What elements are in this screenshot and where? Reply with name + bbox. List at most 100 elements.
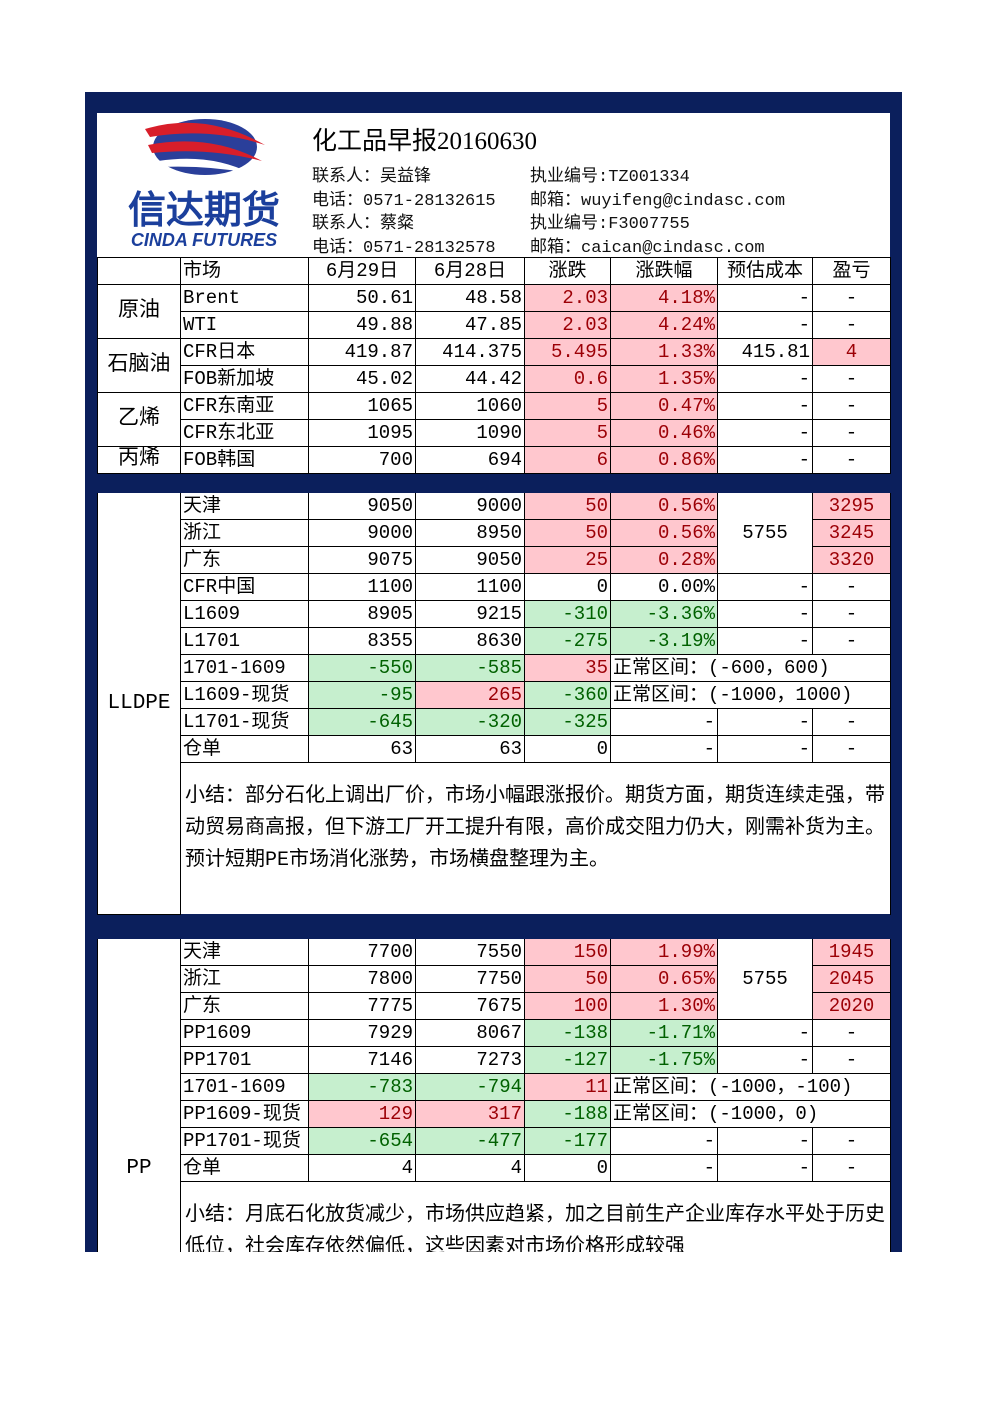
cell: -783 (308, 1073, 416, 1101)
cell: 6 (524, 446, 611, 474)
price-table: 市场 6月29日 6月28日 涨跌 涨跌幅 预估成本 盈亏 原油 Brent 50.61 48.58… (97, 257, 891, 1252)
cell: 7929 (308, 1019, 416, 1047)
cell: PP1609-现货 (180, 1100, 309, 1128)
data-row: LLDPE 天津 9050 9000 50 0.56% 5755 3295 (97, 492, 891, 915)
cell: 仓单 (180, 1154, 309, 1182)
data-row: CFR中国 1100 1100 0 0.00% - - (98, 573, 891, 601)
data-row: PP1609 7929 8067 -138 -1.71% - - (98, 1019, 891, 1047)
cell: 7675 (415, 992, 525, 1020)
cell: 广东 (180, 546, 309, 574)
cell: -310 (524, 600, 611, 628)
cell: -127 (524, 1046, 611, 1074)
cell: - (717, 1019, 813, 1047)
cell: -138 (524, 1019, 611, 1047)
cell: 700 (308, 446, 416, 474)
cell: 50.61 (308, 284, 416, 312)
header-row: 市场 6月29日 6月28日 涨跌 涨跌幅 预估成本 盈亏 (97, 257, 891, 285)
data-row: 1701-1609 -550 -585 35 正常区间：(-600，600) (98, 654, 891, 682)
data-row: 仓单 63 63 0- - - (98, 735, 891, 763)
cell: 1.99% (610, 938, 718, 966)
separator (97, 914, 891, 939)
cell: PP1609 (180, 1019, 309, 1047)
cell: 419.87 (308, 338, 416, 366)
corner (97, 257, 181, 285)
cell: - (717, 446, 813, 474)
cell: - (812, 735, 891, 763)
cell: - (812, 1127, 891, 1155)
cell: -95 (308, 681, 416, 709)
data-row: PP1609-现货 129 317 -188 正常区间：(-1000，0) (98, 1100, 891, 1128)
cell: 7800 (308, 965, 416, 993)
cell: 1060 (415, 392, 525, 420)
cell: - (717, 392, 813, 420)
cell: CFR中国 (180, 573, 309, 601)
cell: -177 (524, 1127, 611, 1155)
cell: 1100 (308, 573, 416, 601)
cell: -794 (415, 1073, 525, 1101)
data-row: WTI 49.88 47.85 2.03 4.24% - - (98, 311, 891, 339)
cell: - (717, 1154, 813, 1182)
cell: 5 (524, 419, 611, 447)
cell: 7775 (308, 992, 416, 1020)
cell: - (812, 573, 891, 601)
cell: L1609-现货 (180, 681, 309, 709)
cell: 2.03 (524, 311, 611, 339)
cell: - (812, 1154, 891, 1182)
data-row: PP 天津 7700 7550 150 1.99% 5755 1945 (97, 938, 891, 1252)
cell: 48.58 (415, 284, 525, 312)
cell: -550 (308, 654, 416, 682)
cell: 45.02 (308, 365, 416, 393)
contact: 执业编号:F3007755 (530, 215, 690, 234)
cell: 150 (524, 938, 611, 966)
cell: 415.81 (717, 338, 813, 366)
contact: 联系人：吴益锋 (312, 168, 431, 187)
cell: 0 (524, 573, 611, 601)
cell: 正常区间：(-600，600) (610, 654, 891, 682)
column-header: 6月29日 (308, 257, 416, 285)
column-header: 市场 (180, 257, 309, 285)
cell: 9000 (415, 492, 525, 520)
cell: FOB新加坡 (180, 365, 309, 393)
group-label: 原油 (97, 284, 181, 339)
logo-name: 信达期货 (128, 188, 280, 232)
cell: 50 (524, 492, 611, 520)
cell: 3320 (812, 546, 891, 574)
cell: 4 (415, 1154, 525, 1182)
cell: 7273 (415, 1046, 525, 1074)
report-frame: 信达期货 CINDA FUTURES 化工品早报20160630 联系人：吴益锋… (85, 92, 902, 1252)
cell: 7750 (415, 965, 525, 993)
cell: -645 (308, 708, 416, 736)
logo: 信达期货 CINDA FUTURES (128, 119, 280, 250)
cell: 天津 (180, 492, 309, 520)
cell: 129 (308, 1100, 416, 1128)
cell: 正常区间：(-1000，1000) (610, 681, 891, 709)
cell: -360 (524, 681, 611, 709)
cell: - (812, 365, 891, 393)
cell: 正常区间：(-1000，0) (610, 1100, 891, 1128)
cell: -1.71% (610, 1019, 718, 1047)
cell: 11 (524, 1073, 611, 1101)
cell: - (717, 284, 813, 312)
cell: - (610, 735, 718, 763)
cell: - (610, 1127, 718, 1155)
data-row: L1701-现货 -645 -320 -325- - - (98, 708, 891, 736)
cell: 5.495 (524, 338, 611, 366)
cell: 8067 (415, 1019, 525, 1047)
cell: -275 (524, 627, 611, 655)
cell: - (610, 1154, 718, 1182)
cell: 4 (308, 1154, 416, 1182)
cell: - (717, 1127, 813, 1155)
cell: 0.00% (610, 573, 718, 601)
cell: 1701-1609 (180, 654, 309, 682)
cell: 4 (812, 338, 891, 366)
summary-row: 小结：部分石化上调出厂价，市场小幅跟涨报价。期货方面，期货连续走强，带动贸易商高… (98, 762, 891, 915)
cell: - (717, 627, 813, 655)
cell: 9050 (415, 546, 525, 574)
cell: 7146 (308, 1046, 416, 1074)
contact: 联系人：蔡粲 (312, 215, 414, 234)
cell: - (812, 600, 891, 628)
summary: 小结：部分石化上调出厂价，市场小幅跟涨报价。期货方面，期货连续走强，带动贸易商高… (180, 762, 891, 915)
logo-name-en: CINDA FUTURES (131, 230, 277, 250)
cell: - (717, 735, 813, 763)
